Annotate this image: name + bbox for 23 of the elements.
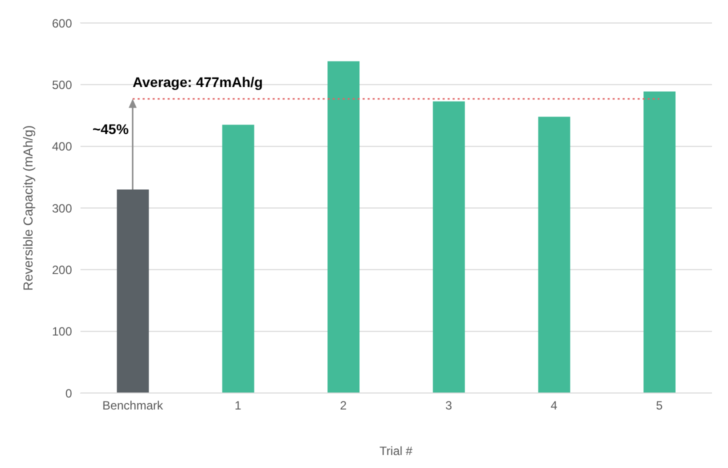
annotation: ~45% [92, 121, 130, 138]
bar [328, 61, 360, 393]
bar [222, 124, 254, 393]
y-tick-label: 300 [52, 201, 72, 216]
y-axis-title: Reversible Capacity (mAh/g) [20, 125, 36, 291]
bar [116, 190, 149, 393]
bar [644, 91, 676, 393]
y-tick-label: 100 [52, 324, 72, 339]
x-axis-title: Trial # [380, 444, 413, 458]
bar [432, 101, 465, 393]
y-tick-label: 400 [52, 140, 72, 154]
x-tick-label: Benchmark [102, 398, 164, 413]
x-tick-label: 2 [340, 398, 347, 413]
y-tick-label: 0 [65, 386, 72, 400]
y-tick-label: 200 [52, 262, 72, 277]
x-tick-label: 3 [445, 398, 452, 413]
x-tick-label: 1 [234, 398, 242, 413]
bar [538, 116, 570, 393]
y-tick-label: 500 [52, 78, 72, 92]
y-tick-label: 600 [52, 16, 72, 30]
ref-line-label: Average: 477mAh/g [132, 74, 263, 90]
x-tick-label: 5 [656, 398, 663, 413]
x-tick-label: 4 [550, 398, 558, 413]
